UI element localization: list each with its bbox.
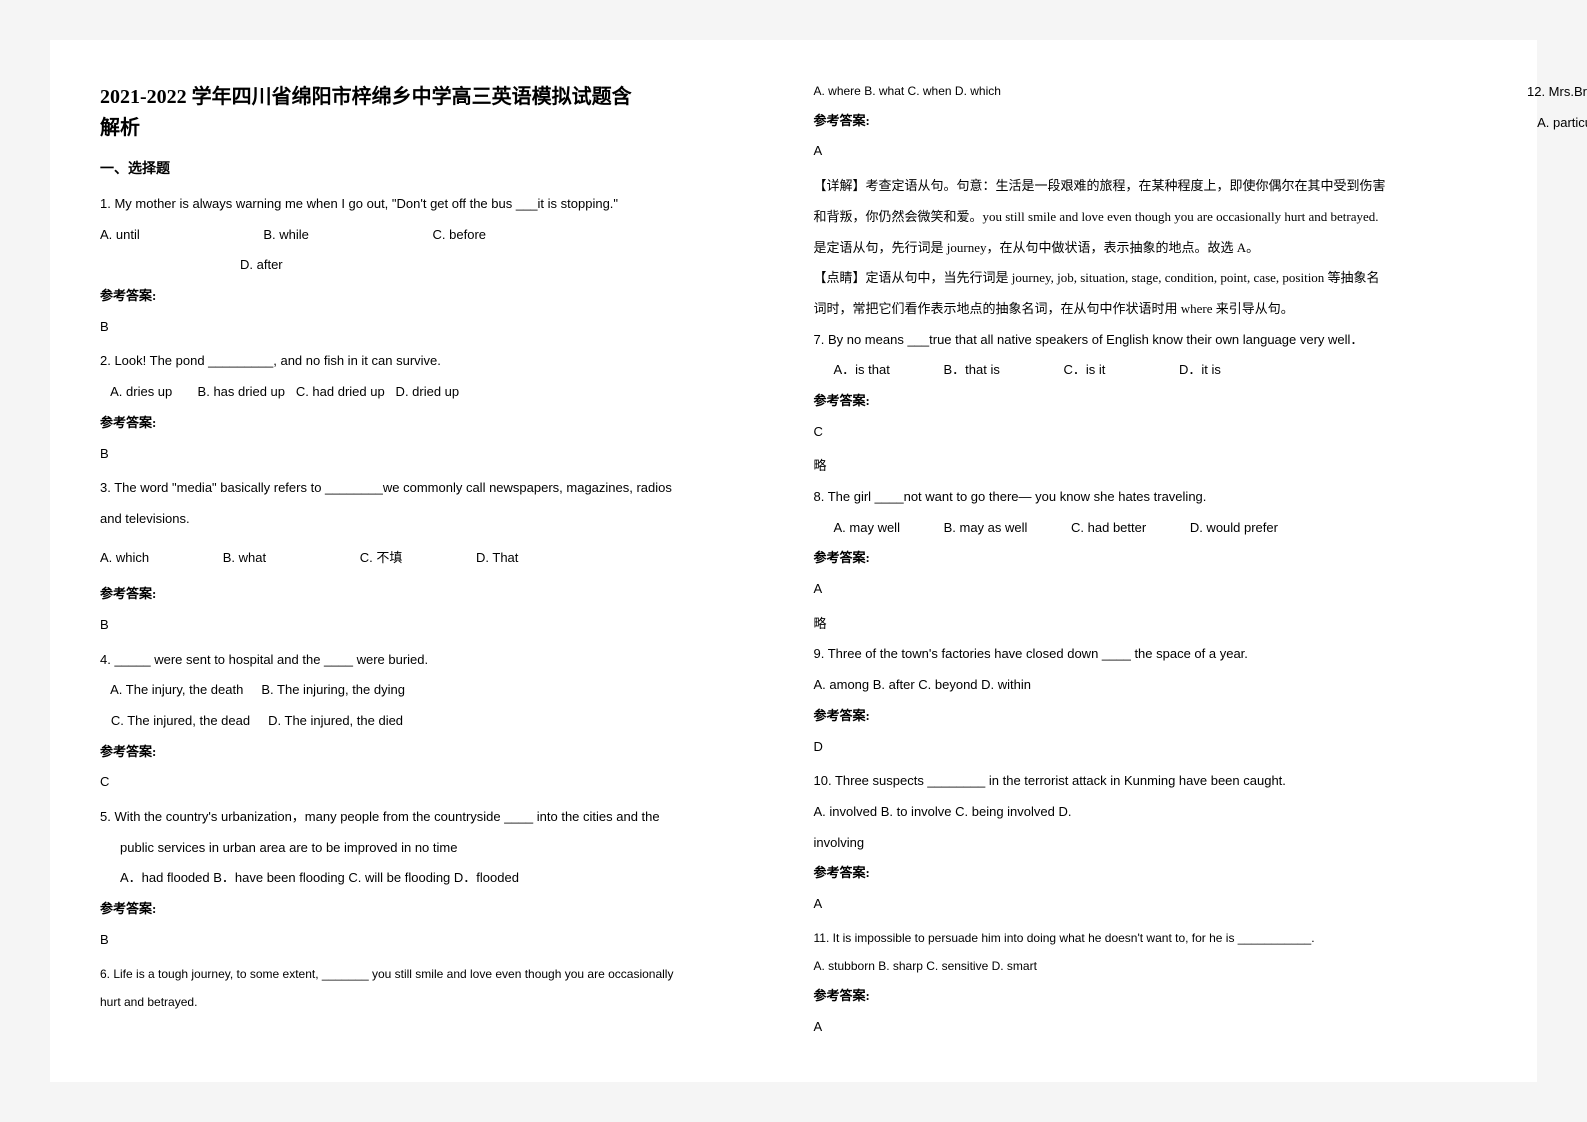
q1-opt-d: D. after [240, 257, 283, 272]
q3-opt-c: C. 不填 [360, 546, 403, 571]
q2-stem: 2. Look! The pond _________, and no fish… [100, 349, 774, 374]
q7-opt-c: C．is it [1063, 358, 1105, 383]
q10-options-1: A. involved B. to involve C. being invol… [814, 800, 1488, 825]
q5-options: A．had flooded B．have been flooding C. wi… [100, 866, 774, 891]
q11-stem: 11. It is impossible to persuade him int… [814, 927, 1488, 950]
q7-answer: C [814, 420, 1488, 445]
q4-answer-label: 参考答案: [100, 740, 774, 765]
q8-answer: A [814, 577, 1488, 602]
q4-opts-cd: C. The injured, the dead D. The injured,… [100, 709, 774, 734]
doc-title-line1: 2021-2022 学年四川省绵阳市梓绵乡中学高三英语模拟试题含 [100, 80, 774, 109]
q12-stem: 12. Mrs.Brown is so ____ about her house… [1527, 80, 1587, 105]
q8-stem: 8. The girl ____not want to go there— yo… [814, 485, 1488, 510]
q1-opt-d-row: D. after [100, 253, 774, 278]
q9-answer: D [814, 735, 1488, 760]
q8-opt-d: D. would prefer [1190, 516, 1278, 541]
q5-stem-1: 5. With the country's urbanization，many … [100, 805, 774, 830]
q3-stem-1: 3. The word "media" basically refers to … [100, 476, 774, 501]
q3-opt-d: D. That [476, 546, 518, 571]
q7-opt-d: D．it is [1179, 358, 1221, 383]
q11-answer: A [814, 1015, 1488, 1040]
doc-title-line2: 解析 [100, 111, 774, 140]
q4-opts-ab: A. The injury, the death B. The injuring… [100, 678, 774, 703]
q9-answer-label: 参考答案: [814, 704, 1488, 729]
q8-opt-b: B. may as well [944, 516, 1028, 541]
q8-answer-label: 参考答案: [814, 546, 1488, 571]
q7-opt-a: A．is that [834, 358, 890, 383]
q7-opt-b: B．that is [943, 358, 999, 383]
q12-options-2: D. special [1527, 141, 1587, 166]
q3-stem-2: and televisions. [100, 507, 774, 532]
q11-answer-label: 参考答案: [814, 984, 1488, 1009]
q1-stem: 1. My mother is always warning me when I… [100, 192, 774, 217]
q1-answer: B [100, 315, 774, 340]
q6-stem-2: hurt and betrayed. [100, 991, 774, 1014]
q7-note: 略 [814, 454, 1488, 479]
q10-answer: A [814, 892, 1488, 917]
explain6-l4: 【点睛】定语从句中，当先行词是 journey, job, situation,… [814, 266, 1488, 291]
q10-answer-label: 参考答案: [814, 861, 1488, 886]
q3-answer: B [100, 613, 774, 638]
q3-answer-label: 参考答案: [100, 582, 774, 607]
q6-answer-label: 参考答案: [814, 109, 1488, 134]
q4-stem: 4. _____ were sent to hospital and the _… [100, 648, 774, 673]
q3-opt-a: A. which [100, 546, 149, 571]
explain6-l5: 词时，常把它们看作表示地点的抽象名词，在从句中作状语时用 where 来引导从句… [814, 297, 1488, 322]
q9-stem: 9. Three of the town's factories have cl… [814, 642, 1488, 667]
q11-options: A. stubborn B. sharp C. sensitive D. sma… [814, 955, 1488, 978]
q7-answer-label: 参考答案: [814, 389, 1488, 414]
q1-options: A. until B. while C. before [100, 223, 774, 248]
q4-answer: C [100, 770, 774, 795]
q7-stem: 7. By no means ___true that all native s… [814, 328, 1488, 353]
q10-stem: 10. Three suspects ________ in the terro… [814, 769, 1488, 794]
explain6-l2: 和背叛，你仍然会微笑和爱。you still smile and love ev… [814, 205, 1488, 230]
q12-options-1: A. particular B. neat C. skillful [1527, 111, 1587, 136]
q7-options: A．is that B．that is C．is it D．it is [814, 358, 1488, 383]
explain6-l1: 【详解】考查定语从句。句意：生活是一段艰难的旅程，在某种程度上，即使你偶尔在其中… [814, 174, 1488, 199]
q3-options: A. which B. what C. 不填 D. That [100, 546, 774, 571]
q8-note: 略 [814, 612, 1488, 637]
q2-answer-label: 参考答案: [100, 411, 774, 436]
q2-options: A. dries up B. has dried up C. had dried… [100, 380, 774, 405]
q6-stem-1: 6. Life is a tough journey, to some exte… [100, 963, 774, 986]
q6-answer: A [814, 139, 1488, 164]
document-page: 2021-2022 学年四川省绵阳市梓绵乡中学高三英语模拟试题含 解析 一、选择… [50, 40, 1537, 1082]
q8-opt-c: C. had better [1071, 516, 1146, 541]
q2-answer: B [100, 442, 774, 467]
q1-opt-a: A. until [100, 223, 140, 248]
q10-options-2: involving [814, 831, 1488, 856]
q1-opt-b: B. while [263, 223, 309, 248]
q9-options: A. among B. after C. beyond D. within [814, 673, 1488, 698]
q8-options: A. may well B. may as well C. had better… [814, 516, 1488, 541]
q6-options: A. where B. what C. when D. which [814, 80, 1488, 103]
section-heading: 一、选择题 [100, 158, 774, 178]
q5-answer-label: 参考答案: [100, 897, 774, 922]
explain6-l3: 是定语从句，先行词是 journey，在从句中做状语，表示抽象的地点。故选 A。 [814, 236, 1488, 261]
q5-answer: B [100, 928, 774, 953]
q1-opt-c: C. before [433, 223, 486, 248]
q3-opt-b: B. what [223, 546, 266, 571]
q1-answer-label: 参考答案: [100, 284, 774, 309]
q5-stem-2: public services in urban area are to be … [100, 836, 774, 861]
q8-opt-a: A. may well [834, 516, 900, 541]
